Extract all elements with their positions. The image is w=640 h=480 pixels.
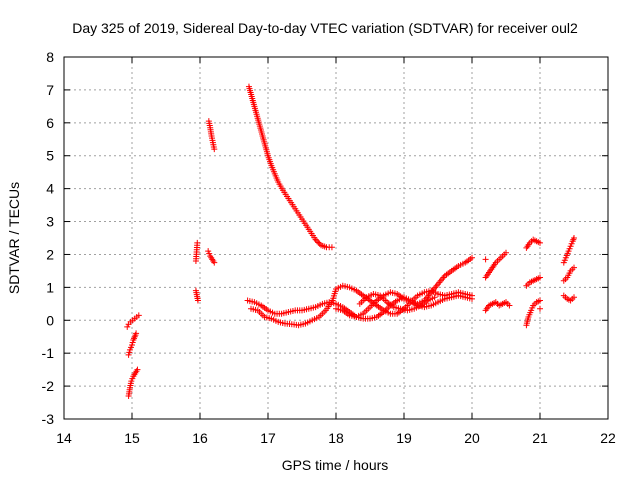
data-point [194,297,201,304]
data-point [537,274,543,281]
series-t16-d [205,118,218,153]
series-t15-lower [125,366,141,399]
y-tick-label: 5 [46,148,54,164]
y-tick-label: 6 [46,115,54,131]
series-t15-upper [124,312,142,330]
data-point [211,146,218,153]
series-g21-dot [537,305,543,312]
data-point [315,239,322,246]
data-point [506,302,513,309]
data-point [537,239,543,246]
chart-title: Day 325 of 2019, Sidereal Day-to-day VTE… [72,20,578,36]
series-g21-low [523,297,543,329]
y-tick-label: -2 [42,378,55,394]
x-tick-label: 19 [396,430,412,446]
grid-lines [64,57,608,419]
series-g20-dot [482,256,489,263]
y-tick-label: 3 [46,214,54,230]
data-point [571,235,577,241]
data-point [469,254,475,261]
data-point [503,249,509,256]
series-g215-mid [560,264,577,284]
series-t16-c [205,248,218,266]
series-t16-b [192,287,201,304]
y-tick-label: -1 [42,345,55,361]
series-g21-mid [523,274,543,289]
y-tick-label: 2 [46,246,54,262]
data-point [571,294,577,301]
data-point [431,294,438,301]
data-point [124,323,131,330]
x-tick-label: 20 [464,430,480,446]
x-axis-label: GPS time / hours [282,457,389,473]
x-tick-label: 14 [56,430,72,446]
series-g20-lower [482,299,513,314]
y-tick-label: 4 [46,181,54,197]
data-point [133,330,140,337]
series-t15-mid [125,330,140,358]
series-g215-low [560,292,577,304]
axis-ticks: 14 15 16 17 18 19 20 21 22 -3 -2 -1 0 1 2 3 4 5 6 7 8 [42,49,616,446]
data-point [482,256,489,263]
x-tick-label: 22 [600,430,616,446]
data-point [312,236,319,243]
x-tick-label: 21 [532,430,548,446]
y-tick-label: 7 [46,82,54,98]
data-point [316,240,323,247]
y-tick-label: 8 [46,49,54,65]
series-g215-top [560,235,577,266]
data-point [135,312,142,319]
data-point [537,297,543,304]
y-tick-label: -3 [42,411,55,427]
data-point [328,244,335,251]
data-point [194,239,201,246]
y-tick-label: 1 [46,279,54,295]
data-point [571,264,577,271]
x-tick-label: 17 [260,430,276,446]
data-point [537,305,543,312]
series-band-b [248,282,475,329]
data-point [313,238,320,245]
data-point [211,259,218,266]
data-point [134,366,141,373]
series-t16-a [192,239,201,265]
series-g20-upper [482,249,509,281]
series-band-d [356,290,438,314]
y-tick-label: 0 [46,312,54,328]
x-tick-label: 15 [124,430,140,446]
y-axis-label: SDTVAR / TECUs [6,182,22,294]
x-tick-label: 18 [328,430,344,446]
data-points [124,83,577,399]
series-g21-top [523,236,543,251]
series-decay-arc [245,83,335,251]
data-point [469,292,475,299]
plot-frame [63,56,609,420]
x-tick-label: 16 [192,430,208,446]
